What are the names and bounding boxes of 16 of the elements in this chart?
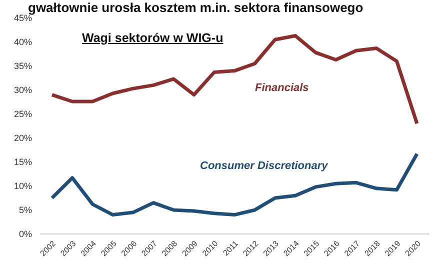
y-tick-label: 40% xyxy=(14,37,32,48)
text: Wagi sektorów w WIG-u xyxy=(82,31,224,45)
line-series xyxy=(50,152,419,217)
chart-title: gwałtownie urosła kosztem m.in. sektora finansowego xyxy=(28,0,364,15)
y-tick-label: 30% xyxy=(14,85,32,96)
line-series xyxy=(50,34,419,126)
y-tick-label: 0% xyxy=(18,229,32,240)
y-tick-label: 45% xyxy=(14,13,32,24)
y-tick-label: 5% xyxy=(18,205,32,216)
y-tick-label: 15% xyxy=(14,157,32,168)
y-tick-label: 20% xyxy=(14,133,32,144)
series-label: Financials xyxy=(255,82,309,94)
series-label: Consumer Discretionary xyxy=(200,160,328,172)
y-tick-label: 35% xyxy=(14,61,32,72)
y-tick-label: 10% xyxy=(14,181,32,192)
y-tick-label: 25% xyxy=(14,109,32,120)
